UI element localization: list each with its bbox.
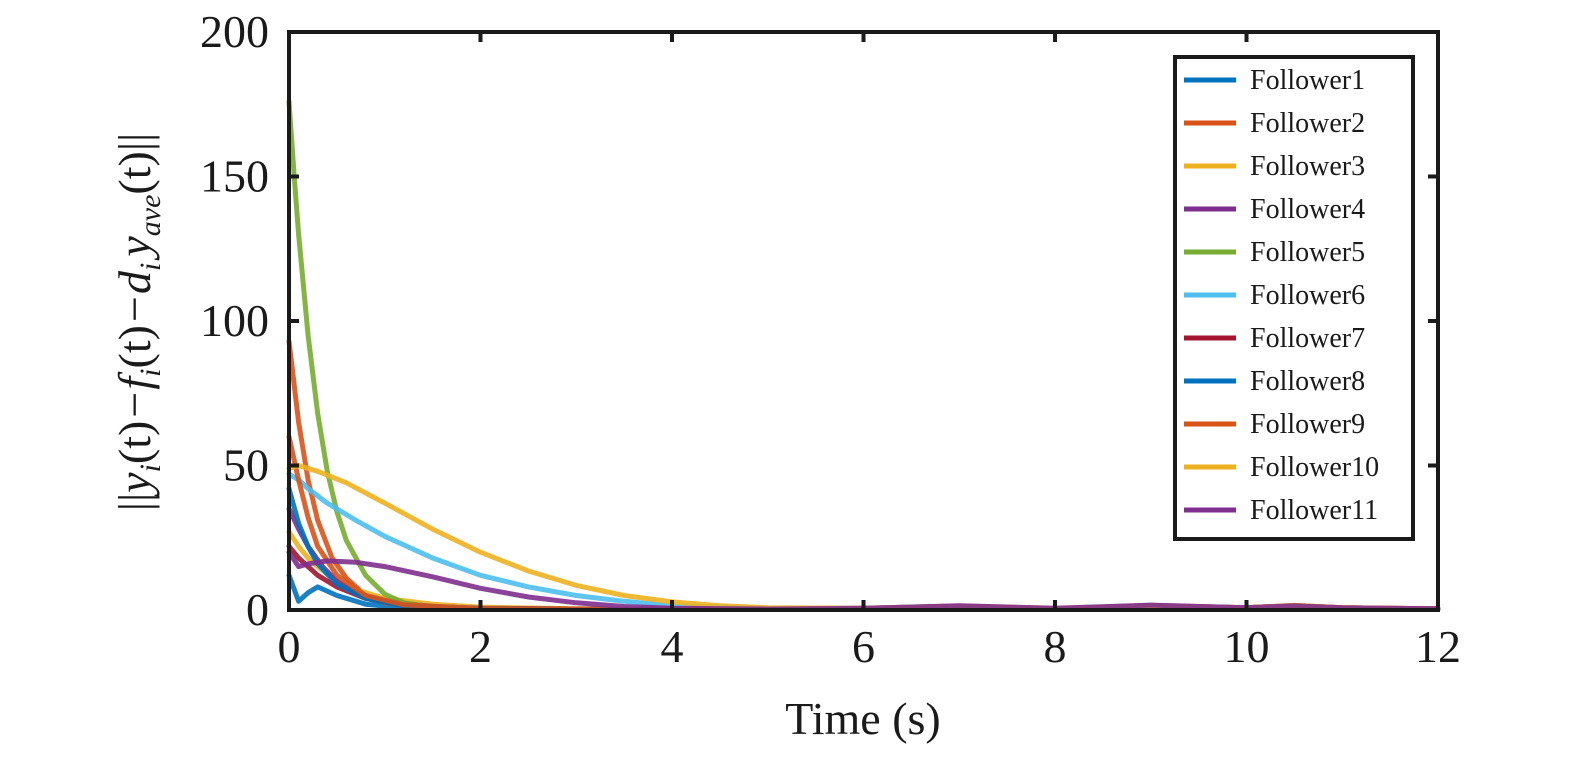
legend-label-2: Follower2	[1250, 108, 1365, 139]
legend-label-8: Follower8	[1250, 366, 1365, 397]
y-axis-title-bar-open: ||	[109, 493, 160, 511]
x-tick-label-2: 2	[469, 621, 492, 672]
legend-label-3: Follower3	[1250, 151, 1365, 182]
x-axis-title: Time (s)	[785, 693, 941, 744]
series-line-11	[286, 549, 1441, 612]
y-axis-title-y: y	[109, 472, 160, 497]
y-axis-title-paren-t1: (t)	[109, 421, 160, 464]
legend: Follower1 Follower2 Follower3 Follower4 Foll…	[1173, 55, 1415, 541]
legend-label-6: Follower6	[1250, 280, 1365, 311]
legend-label-4: Follower4	[1250, 194, 1365, 225]
y-tick-label-200: 200	[200, 6, 269, 57]
y-axis-title-minus-d: −d	[109, 270, 160, 325]
y-axis-title-paren-t3: (t)	[109, 151, 160, 194]
x-tick-label-0: 0	[278, 621, 301, 672]
x-tick-label-4: 4	[661, 621, 684, 672]
y-axis-title-sub-ave: ave	[134, 195, 167, 237]
x-tick-label-12: 12	[1415, 621, 1461, 672]
y-axis-title-minus-f: −f	[109, 371, 160, 421]
legend-label-11: Follower11	[1250, 495, 1378, 526]
y-tick-label-100: 100	[200, 295, 269, 346]
y-axis-title: ||yi(t)−fi(t)−diyave(t)||	[109, 133, 167, 512]
x-tick-label-8: 8	[1044, 621, 1067, 672]
y-tick-label-150: 150	[200, 151, 269, 202]
y-axis-title-bar-close: ||	[109, 133, 160, 151]
y-axis-title-sub-i2: i	[134, 368, 167, 376]
y-tick-label-50: 50	[223, 440, 269, 491]
legend-label-1: Follower1	[1250, 65, 1365, 96]
y-tick-labels: 0 50 100 150 200	[200, 6, 269, 635]
y-axis-title-y-ave: y	[109, 236, 160, 261]
x-tick-labels: 0 2 4 6 8 10 12	[278, 621, 1462, 672]
y-axis-title-sub-i: i	[134, 464, 167, 472]
y-axis-title-paren-t2: (t)	[109, 325, 160, 368]
legend-label-5: Follower5	[1250, 237, 1365, 268]
legend-items: Follower1 Follower2 Follower3 Follower4 Foll…	[1184, 65, 1379, 526]
legend-box	[1173, 55, 1415, 541]
plot-frame	[287, 30, 1440, 612]
y-tick-label-0: 0	[246, 584, 269, 635]
y-axis-title-sub-i3: i	[134, 263, 167, 271]
x-tick-label-6: 6	[852, 621, 875, 672]
x-tick-label-10: 10	[1224, 621, 1270, 672]
legend-label-10: Follower10	[1250, 452, 1379, 483]
legend-label-9: Follower9	[1250, 409, 1365, 440]
legend-label-7: Follower7	[1250, 323, 1365, 354]
